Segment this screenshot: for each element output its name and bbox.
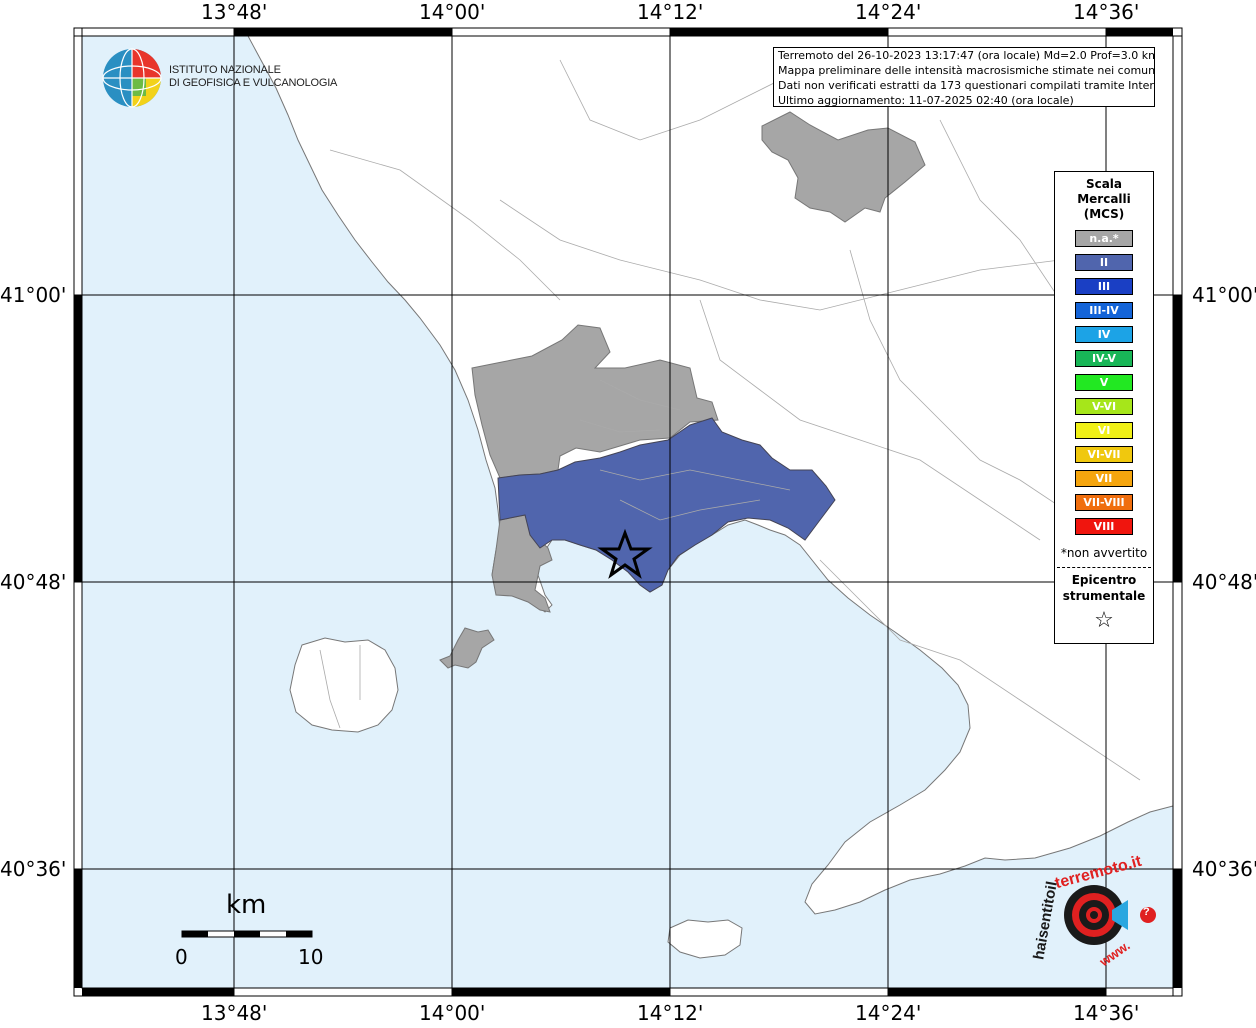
ischia-island bbox=[289, 637, 399, 733]
scale-bar-min: 0 bbox=[175, 945, 188, 969]
legend-title-line2: Mercalli bbox=[1077, 192, 1131, 206]
info-line-2: Mappa preliminare delle intensità macros… bbox=[778, 64, 1155, 77]
info-line-1: Terremoto del 26-10-2023 13:17:47 (ora l… bbox=[778, 49, 1155, 62]
brand-text: haisentitoil terremoto.it www. ? bbox=[1030, 853, 1156, 976]
right-label-3: 40°36' bbox=[1192, 857, 1256, 881]
legend-item: n.a.* bbox=[1075, 230, 1133, 247]
left-label-2: 40°48' bbox=[0, 570, 67, 594]
legend-item: VIII bbox=[1075, 518, 1133, 535]
legend-item: V-VI bbox=[1075, 398, 1133, 415]
bottom-label-4: 14°24' bbox=[855, 1001, 922, 1025]
procida-island bbox=[439, 627, 495, 669]
top-label-4: 14°24' bbox=[855, 0, 922, 24]
region-not-felt-north bbox=[761, 111, 926, 223]
legend-epicenter-label: Epicentro strumentale bbox=[1055, 572, 1153, 604]
ingv-logo-text: ISTITUTO NAZIONALE DI GEOFISICA E VULCAN… bbox=[169, 64, 337, 90]
legend-separator bbox=[1057, 567, 1151, 568]
left-label-1: 41°00' bbox=[0, 283, 67, 307]
legend-note: *non avvertito bbox=[1060, 546, 1148, 560]
brand-question: ? bbox=[1143, 906, 1150, 918]
legend-epicenter-line1: Epicentro bbox=[1071, 573, 1137, 587]
right-label-1: 41°00' bbox=[1192, 283, 1256, 307]
legend-item: III bbox=[1075, 278, 1133, 295]
legend-star-icon: ☆ bbox=[1094, 608, 1114, 633]
info-line-3: Dati non verificati estratti da 173 ques… bbox=[778, 79, 1155, 92]
top-label-5: 14°36' bbox=[1073, 0, 1140, 24]
haisentito-logo-icon bbox=[1064, 885, 1156, 945]
top-label-1: 13°48' bbox=[201, 0, 268, 24]
legend-title-line3: (MCS) bbox=[1083, 207, 1125, 221]
legend-title: Scala Mercalli (MCS) bbox=[1055, 177, 1153, 222]
legend-item: VI-VII bbox=[1075, 446, 1133, 463]
legend-item: VII bbox=[1075, 470, 1133, 487]
epicenter-star bbox=[597, 528, 653, 579]
legend-epicenter-line2: strumentale bbox=[1062, 589, 1146, 603]
info-line-4: Ultimo aggiornamento: 11-07-2025 02:40 (… bbox=[778, 94, 1074, 107]
legend-item: VI bbox=[1075, 422, 1133, 439]
ingv-logo-line2: DI GEOFISICA E VULCANOLOGIA bbox=[169, 77, 338, 89]
capri-island bbox=[667, 919, 743, 959]
map-frame bbox=[73, 27, 1183, 997]
left-label-3: 40°36' bbox=[0, 857, 67, 881]
bottom-label-5: 14°36' bbox=[1073, 1001, 1140, 1025]
legend-item: IV-V bbox=[1075, 350, 1133, 367]
legend-item: III-IV bbox=[1075, 302, 1133, 319]
event-info-box: Terremoto del 26-10-2023 13:17:47 (ora l… bbox=[773, 47, 1155, 107]
legend-item: V bbox=[1075, 374, 1133, 391]
legend-item: II bbox=[1075, 254, 1133, 271]
top-label-3: 14°12' bbox=[637, 0, 704, 24]
brand-text-www: www. bbox=[1096, 937, 1133, 970]
bottom-label-3: 14°12' bbox=[637, 1001, 704, 1025]
ingv-logo-line1: ISTITUTO NAZIONALE bbox=[169, 64, 281, 76]
bottom-label-2: 14°00' bbox=[419, 1001, 486, 1025]
top-label-2: 14°00' bbox=[419, 0, 486, 24]
legend-item: IV bbox=[1075, 326, 1133, 343]
legend-title-line1: Scala bbox=[1085, 177, 1123, 191]
right-label-2: 40°48' bbox=[1192, 570, 1256, 594]
legend-item: VII-VIII bbox=[1075, 494, 1133, 511]
intensity-legend: Scala Mercalli (MCS) n.a.* II III III-IV IV I… bbox=[1054, 171, 1154, 644]
scale-bar-max: 10 bbox=[298, 945, 324, 969]
region-intensity-II bbox=[497, 417, 836, 593]
scale-bar bbox=[181, 930, 313, 938]
bottom-label-1: 13°48' bbox=[201, 1001, 268, 1025]
scale-bar-unit: km bbox=[226, 890, 267, 920]
ingv-logo-icon bbox=[102, 48, 162, 108]
